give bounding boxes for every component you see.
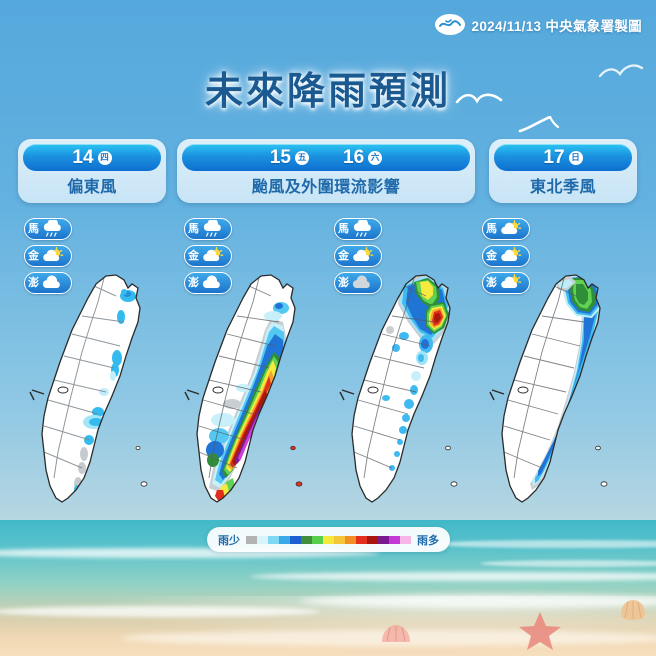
day-number-16: 16 [343,147,365,168]
sun-cloud-icon [498,273,524,292]
page-title: 未來降雨預測 [204,71,451,113]
badge-kinmen-14[interactable]: 金 [24,245,72,267]
taiwan-rainfall-map-16[interactable] [330,272,480,517]
badge-label: 金 [28,249,39,262]
cwa-wave-logo-icon [434,14,465,35]
legend-swatch-8 [334,535,345,544]
legend-swatch-4 [290,535,301,544]
badge-label: 金 [188,249,199,262]
credit-block: 2024/11/13 中央氣象署製圖 [434,14,642,35]
day-subtitle: 偏東風 [67,178,117,196]
legend-swatch-9 [345,535,356,544]
rain-cloud-icon [350,218,376,238]
sun-cloud-icon [498,246,524,265]
rainfall-legend: 雨少 雨多 [207,527,450,552]
day-subtitle: 東北季風 [529,178,596,196]
shell-icon [621,600,645,620]
rain-cloud-icon [200,218,226,238]
rain-cloud-icon [40,218,66,238]
badge-penghu-15[interactable]: 澎 [184,272,232,294]
island-badges-14: 馬 金 澎 [24,218,72,294]
legend-swatch-7 [323,535,334,544]
legend-swatch-11 [367,535,378,544]
day-weekday: 四 [97,150,112,165]
day-subtitle-15-16: 颱風及外圍環流影響 [251,178,401,196]
credit-text: 2024/11/13 中央氣象署製圖 [471,18,642,34]
badge-matsu-16[interactable]: 馬 [334,218,382,240]
badge-label: 金 [486,249,497,262]
taiwan-rainfall-map-15[interactable] [175,272,325,517]
sun-cloud-icon [40,246,66,265]
taiwan-rainfall-map-17[interactable] [480,272,630,517]
badge-label: 澎 [486,276,497,289]
day-number: 14 [72,147,94,168]
legend-swatch-5 [301,535,312,544]
badge-label: 澎 [188,276,199,289]
legend-swatch-14 [400,535,411,544]
badge-label: 金 [338,249,349,262]
badge-label: 馬 [188,222,199,235]
badge-label: 馬 [338,222,349,235]
legend-swatch-13 [389,535,400,544]
badge-label: 馬 [28,222,39,235]
legend-low-label: 雨少 [218,534,240,547]
legend-high-label: 雨多 [417,534,439,547]
day-header-14[interactable]: 14 四 偏東風 [18,139,166,203]
legend-swatch-2 [268,535,279,544]
sun-cloud-icon [350,246,376,265]
cloud-icon [200,274,226,292]
day-weekday-15: 五 [295,150,309,165]
badge-matsu-14[interactable]: 馬 [24,218,72,240]
sun-cloud-icon [200,246,226,265]
day-header-17[interactable]: 17 日 東北季風 [489,139,637,203]
starfish-icon [519,612,561,650]
badge-label: 澎 [338,276,349,289]
legend-swatch-1 [257,535,268,544]
badge-penghu-16[interactable]: 澎 [334,272,382,294]
badge-kinmen-15[interactable]: 金 [184,245,232,267]
day-pill-17: 17 日 [494,144,632,171]
badge-kinmen-17[interactable]: 金 [482,245,530,267]
day-weekday: 日 [568,150,583,165]
badge-label: 馬 [486,222,497,235]
day-header-15-16[interactable]: 15 五 16 六 颱風及外圍環流影響 [177,139,475,203]
badge-penghu-14[interactable]: 澎 [24,272,72,294]
day-number-15: 15 [269,147,291,168]
badge-label: 澎 [28,276,39,289]
legend-swatch-0 [246,535,257,544]
island-badges-15: 馬 金 澎 [184,218,232,294]
day-number: 17 [543,147,565,168]
badge-matsu-17[interactable]: 馬 [482,218,530,240]
island-badges-17: 馬 金 [482,218,530,294]
badge-matsu-15[interactable]: 馬 [184,218,232,240]
legend-swatch-10 [356,535,367,544]
taiwan-rainfall-map-14[interactable] [20,272,170,517]
cloud-icon [350,274,376,292]
legend-swatch-3 [279,535,290,544]
badge-kinmen-16[interactable]: 金 [334,245,382,267]
badge-penghu-17[interactable]: 澎 [482,272,530,294]
legend-swatch-6 [312,535,323,544]
day-pill-14: 14 四 [23,144,161,171]
sun-cloud-icon [498,219,524,238]
shell-icon-2 [382,625,410,642]
day-pill-15-16: 15 五 16 六 [182,144,470,171]
day-weekday-16: 六 [368,150,383,165]
island-badges-16: 馬 金 澎 [334,218,382,294]
cloud-icon [40,274,66,292]
legend-color-scale [246,535,411,544]
legend-swatch-12 [378,535,389,544]
